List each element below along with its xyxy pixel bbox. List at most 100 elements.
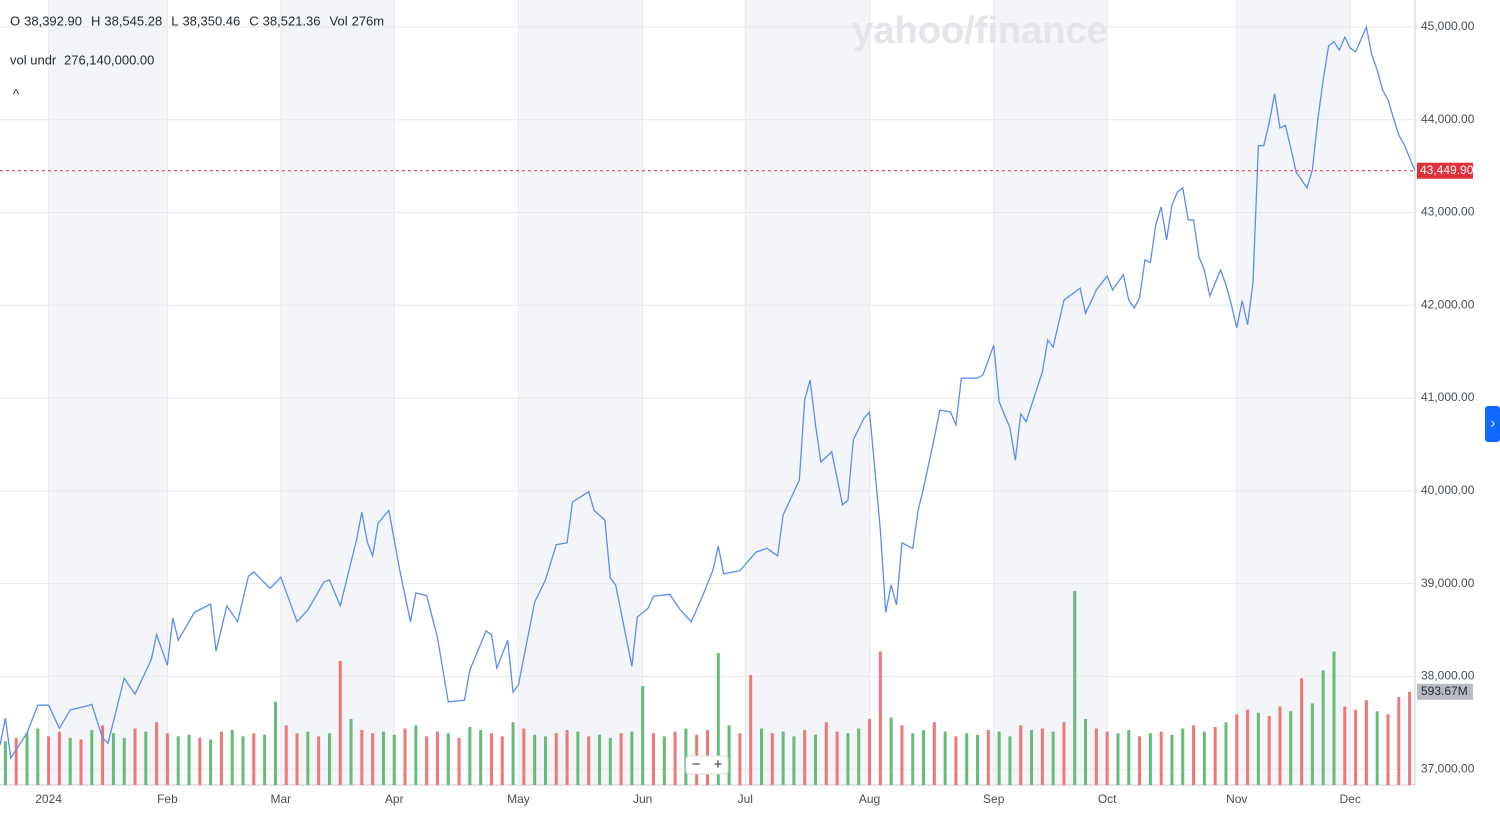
volume-bar — [1148, 733, 1152, 785]
volume-bar — [630, 731, 634, 785]
volume-bar — [1256, 712, 1260, 785]
volume-bar — [1278, 706, 1282, 785]
volume-bar — [651, 733, 655, 785]
volume-bar — [760, 728, 764, 785]
volume-bar — [1040, 728, 1044, 785]
volume-bar — [155, 722, 159, 785]
volume-bar — [1321, 670, 1325, 785]
month-band — [280, 0, 395, 785]
y-tick-label: 42,000.00 — [1421, 297, 1475, 311]
volume-bar — [1181, 728, 1185, 785]
zoom-in[interactable]: + — [714, 756, 723, 773]
volume-bar — [878, 651, 882, 785]
side-tab-icon[interactable]: › — [1491, 415, 1496, 431]
y-tick-label: 41,000.00 — [1421, 390, 1475, 404]
volume-bar — [835, 731, 839, 785]
y-tick-label: 44,000.00 — [1421, 112, 1475, 126]
volume-bar — [543, 736, 547, 785]
volume-bar — [252, 733, 256, 785]
volume-bar — [824, 722, 828, 785]
volume-bar — [25, 733, 29, 785]
volume-bar — [889, 717, 893, 785]
x-tick-label: Aug — [859, 792, 880, 806]
volume-bar — [446, 733, 450, 785]
volume-bar — [1364, 700, 1368, 785]
volume-bar — [187, 734, 191, 785]
volume-bar — [803, 730, 807, 785]
volume-bar — [846, 733, 850, 785]
x-tick-label: Jul — [738, 792, 753, 806]
price-line — [0, 24, 1416, 760]
volume-bar — [576, 731, 580, 785]
volume-bar — [749, 675, 753, 785]
volume-bar — [468, 726, 472, 785]
last-price-box — [1417, 162, 1473, 179]
volume-bar — [209, 739, 213, 785]
volume-bar — [273, 701, 277, 785]
volume-bar — [327, 733, 331, 785]
volume-bar — [1202, 731, 1206, 785]
x-tick-label: Oct — [1098, 792, 1117, 806]
volume-bar — [1019, 725, 1023, 785]
volume-bar — [662, 736, 666, 785]
volume-bar — [133, 728, 137, 785]
volume-bar — [79, 739, 83, 785]
volume-bar — [986, 730, 990, 785]
plot: 43,449.90 — [0, 24, 1474, 760]
volume-bar — [219, 731, 223, 785]
volume-bar — [414, 725, 418, 785]
side-tab[interactable] — [1485, 406, 1500, 442]
ohlc-key: Vol — [330, 13, 348, 28]
volume-bar — [47, 736, 51, 785]
header: O 38,392.90 H 38,545.28 L 38,350.46 C 38,521.36… — [10, 13, 384, 28]
volume-bar — [435, 731, 439, 785]
volume-bar — [770, 733, 774, 785]
y-tick-label: 45,000.00 — [1421, 19, 1475, 33]
indicator-value: 276,140,000.00 — [64, 52, 154, 67]
volume-bar — [338, 660, 342, 785]
volume-bar — [36, 728, 40, 785]
volume-bar — [619, 733, 623, 785]
volume-bar — [295, 733, 299, 785]
volume-bar — [641, 686, 645, 785]
volume-bar — [1127, 730, 1131, 785]
volume-bar — [608, 737, 612, 785]
volume-bar — [922, 730, 926, 785]
month-band — [518, 0, 643, 785]
volume-bar — [57, 731, 61, 785]
volume-bar — [349, 719, 353, 785]
volume-bar — [868, 719, 872, 785]
volume-bar — [1289, 711, 1293, 785]
volume-bar — [1170, 734, 1174, 785]
x-tick-label: 2024 — [35, 792, 62, 806]
ohlc-key: H — [91, 13, 100, 28]
volume-bar — [489, 733, 493, 785]
volume-bar — [965, 733, 969, 785]
zoom-out[interactable]: − — [692, 756, 701, 773]
last-price-label: 43,449.90 — [1420, 163, 1474, 177]
volume-bar — [997, 731, 1001, 785]
volume-bar — [565, 730, 569, 785]
volume-bar — [814, 734, 818, 785]
volume-bar — [781, 731, 785, 785]
volume-bar — [198, 737, 202, 785]
volume-bar — [1343, 706, 1347, 785]
volume-bar — [457, 737, 461, 785]
volume-bar — [381, 731, 385, 785]
volume-bar — [684, 728, 688, 785]
y-tick-label: 39,000.00 — [1421, 576, 1475, 590]
volume-bar — [511, 722, 515, 785]
volume-bar — [1030, 730, 1034, 785]
volume-bar — [403, 728, 407, 785]
volume-bar — [1062, 722, 1066, 785]
month-band — [745, 0, 870, 785]
volume-bar — [241, 736, 245, 785]
volume-bar — [392, 734, 396, 785]
volume-bar — [371, 733, 375, 785]
volume-bar — [1224, 722, 1228, 785]
volume-bar — [1008, 736, 1012, 785]
x-tick-label: Mar — [271, 792, 292, 806]
collapse-button[interactable]: ^ — [13, 86, 20, 101]
volume-bar — [716, 653, 720, 785]
